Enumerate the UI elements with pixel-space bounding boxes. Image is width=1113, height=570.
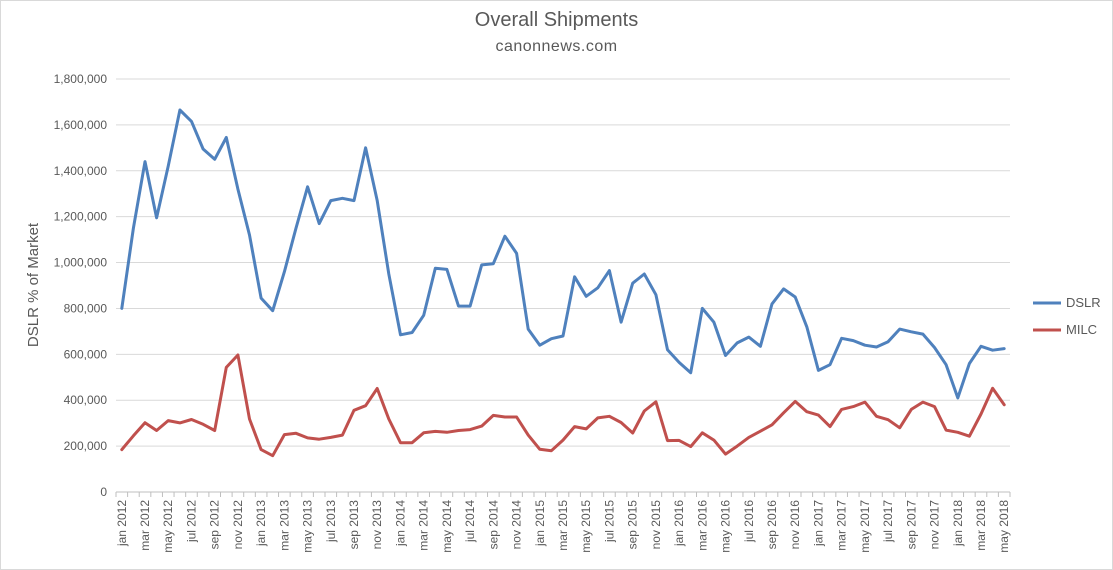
y-tick-label: 1,000,000 xyxy=(54,256,108,270)
y-tick-label: 1,600,000 xyxy=(54,118,108,132)
legend: DSLR MILC xyxy=(1033,295,1101,337)
x-tick-label: mar 2012 xyxy=(138,500,152,551)
x-tick-label: jan 2016 xyxy=(672,500,686,547)
x-tick-label: may 2014 xyxy=(440,500,454,553)
x-tick-label: jul 2014 xyxy=(463,500,477,543)
x-tick-label: jul 2013 xyxy=(324,500,338,543)
y-axis-label: DSLR % of Market xyxy=(25,222,42,347)
x-axis xyxy=(115,491,1011,497)
x-tick-label: may 2018 xyxy=(997,500,1011,553)
x-tick-label: mar 2015 xyxy=(556,500,570,551)
y-tick-label: 600,000 xyxy=(64,347,108,361)
x-tick-label: sep 2016 xyxy=(765,500,779,550)
gridlines xyxy=(116,78,1010,447)
x-tick-label: mar 2016 xyxy=(695,500,709,551)
legend-label-milc: MILC xyxy=(1066,322,1097,337)
x-tick-label: jul 2015 xyxy=(602,500,616,543)
x-tick-label: jan 2017 xyxy=(811,500,825,547)
x-tick-label: may 2016 xyxy=(719,500,733,553)
x-tick-label: nov 2012 xyxy=(231,500,245,550)
y-tick-label: 0 xyxy=(100,485,107,499)
x-tick-label: mar 2013 xyxy=(277,500,291,551)
x-tick-label: sep 2014 xyxy=(486,500,500,550)
x-tick-label: mar 2014 xyxy=(417,500,431,551)
series-lines xyxy=(120,108,1006,458)
x-tick-label: sep 2013 xyxy=(347,500,361,550)
x-tick-label: may 2012 xyxy=(161,500,175,553)
x-tick-label: may 2013 xyxy=(301,500,315,553)
x-tick-label: jul 2017 xyxy=(881,500,895,543)
x-tick-label: jul 2012 xyxy=(184,500,198,543)
x-tick-label: sep 2017 xyxy=(904,500,918,550)
y-tick-label: 800,000 xyxy=(64,301,108,315)
y-tick-label: 200,000 xyxy=(64,439,108,453)
x-tick-label: nov 2016 xyxy=(788,500,802,550)
x-tick-label: nov 2017 xyxy=(928,500,942,550)
y-tick-label: 1,200,000 xyxy=(54,210,108,224)
y-tick-label: 1,400,000 xyxy=(54,164,108,178)
x-tick-label: jul 2016 xyxy=(742,500,756,543)
x-tick-label: nov 2015 xyxy=(649,500,663,550)
x-tick-label: jan 2013 xyxy=(254,500,268,547)
x-tick-label: jan 2012 xyxy=(115,500,129,547)
x-tick-label: jan 2018 xyxy=(951,500,965,547)
chart-subtitle: canonnews.com xyxy=(495,38,618,55)
x-tick-label: mar 2017 xyxy=(835,500,849,551)
y-axis-ticks: 0 200,000 400,000 600,000 800,000 1,000,000 1,… xyxy=(54,72,108,499)
x-tick-label: may 2017 xyxy=(858,500,872,553)
legend-label-dslr: DSLR xyxy=(1066,295,1101,310)
x-tick-label: jan 2014 xyxy=(393,500,407,547)
x-tick-label: mar 2018 xyxy=(974,500,988,551)
x-axis-ticks: jan 2012 mar 2012 may 2012 jul 2012 sep 2012… xyxy=(115,500,1011,553)
series-line-milc xyxy=(120,353,1006,458)
series-line-dslr xyxy=(120,108,1006,400)
x-tick-label: nov 2014 xyxy=(510,500,524,550)
y-tick-label: 1,800,000 xyxy=(54,72,108,86)
x-tick-label: nov 2013 xyxy=(370,500,384,550)
chart-title: Overall Shipments xyxy=(474,9,639,31)
y-tick-label: 400,000 xyxy=(64,393,108,407)
x-tick-label: sep 2015 xyxy=(626,500,640,550)
x-tick-label: sep 2012 xyxy=(208,500,222,550)
x-tick-label: jan 2015 xyxy=(533,500,547,547)
x-tick-label: may 2015 xyxy=(579,500,593,553)
